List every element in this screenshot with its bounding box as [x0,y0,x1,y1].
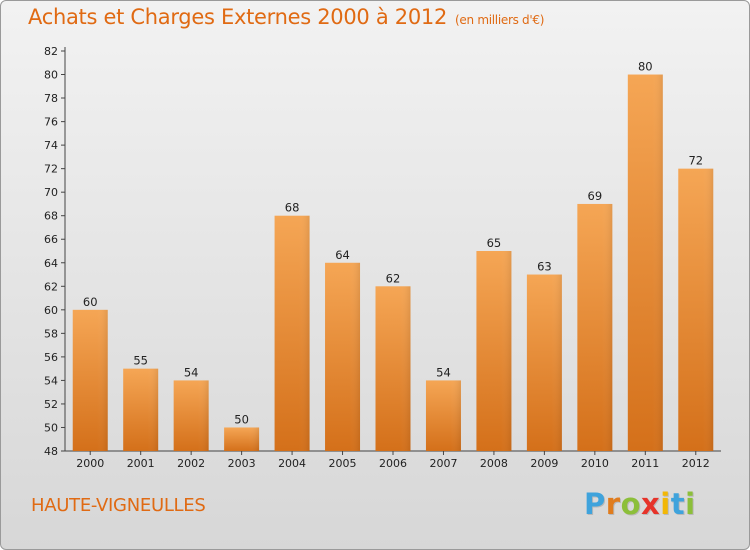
x-tick-label: 2007 [429,457,457,470]
data-label: 62 [386,271,401,285]
logo-letter: x [641,487,661,521]
logo-letter: o [620,487,642,521]
logo-letter: P [584,487,606,521]
proxiti-logo: Proxiti [584,487,696,521]
y-tick-label: 56 [44,351,58,364]
location-name: HAUTE-VIGNEULLES [31,495,206,516]
y-tick-label: 66 [44,233,58,246]
data-label: 55 [133,354,148,368]
y-tick-label: 82 [44,45,58,58]
y-tick-label: 70 [44,186,58,199]
plot-area: 48 50 52 54 56 58 60 62 64 66 68 70 72 74 76 78 80 82 60 20… [44,45,721,470]
unit-note: (en milliers d'€) [455,13,545,27]
x-tick-label: 2012 [682,457,710,470]
bar-shading [274,215,310,451]
x-tick-label: 2006 [379,457,407,470]
x-tick-label: 2002 [177,457,205,470]
y-tick-label: 74 [44,139,58,152]
bar-shading [627,74,663,451]
bar-shading [173,380,209,451]
bar-shading [678,168,714,451]
bar-shading [325,262,361,451]
x-tick-label: 2010 [581,457,609,470]
y-tick-label: 50 [44,421,58,434]
data-label: 68 [285,201,300,215]
y-tick-label: 58 [44,327,58,340]
data-label: 80 [638,60,653,74]
bar-shading [72,309,108,451]
data-label: 50 [234,412,249,426]
y-tick-label: 52 [44,398,58,411]
x-tick-label: 2008 [480,457,508,470]
logo-letter: i [660,487,671,521]
logo-letter: t [670,487,686,521]
bar-shading [425,380,461,451]
y-tick-label: 78 [44,92,58,105]
bar-shading [577,203,613,451]
data-label: 63 [537,260,552,274]
bar-shading [224,427,260,451]
logo-letter: i [685,487,696,521]
data-label: 54 [436,365,451,379]
x-tick-label: 2009 [530,457,558,470]
y-tick-label: 64 [44,257,58,270]
bar-shading [526,274,562,451]
y-tick-label: 48 [44,445,58,458]
data-label: 54 [184,365,199,379]
x-tick-label: 2005 [329,457,357,470]
chart-title: Achats et Charges Externes 2000 à 2012 (e… [28,5,544,29]
x-tick-label: 2011 [631,457,659,470]
bar-shading [123,368,159,451]
x-tick-label: 2004 [278,457,306,470]
y-tick-label: 60 [44,304,58,317]
data-label: 69 [588,189,603,203]
data-label: 60 [83,295,98,309]
y-tick-label: 62 [44,280,58,293]
y-tick-label: 80 [44,69,58,82]
x-tick-label: 2003 [228,457,256,470]
data-label: 72 [688,154,703,168]
x-tick-label: 2000 [76,457,104,470]
y-tick-label: 76 [44,116,58,129]
bar-shading [476,251,512,451]
chart-title-text: Achats et Charges Externes 2000 à 2012 [28,5,448,29]
y-tick-label: 72 [44,163,58,176]
x-tick-label: 2001 [127,457,155,470]
logo-letter: r [605,487,621,521]
y-tick-label: 54 [44,374,58,387]
bar-shading [375,286,411,451]
data-label: 64 [335,248,350,262]
data-label: 65 [487,236,502,250]
y-tick-label: 68 [44,210,58,223]
